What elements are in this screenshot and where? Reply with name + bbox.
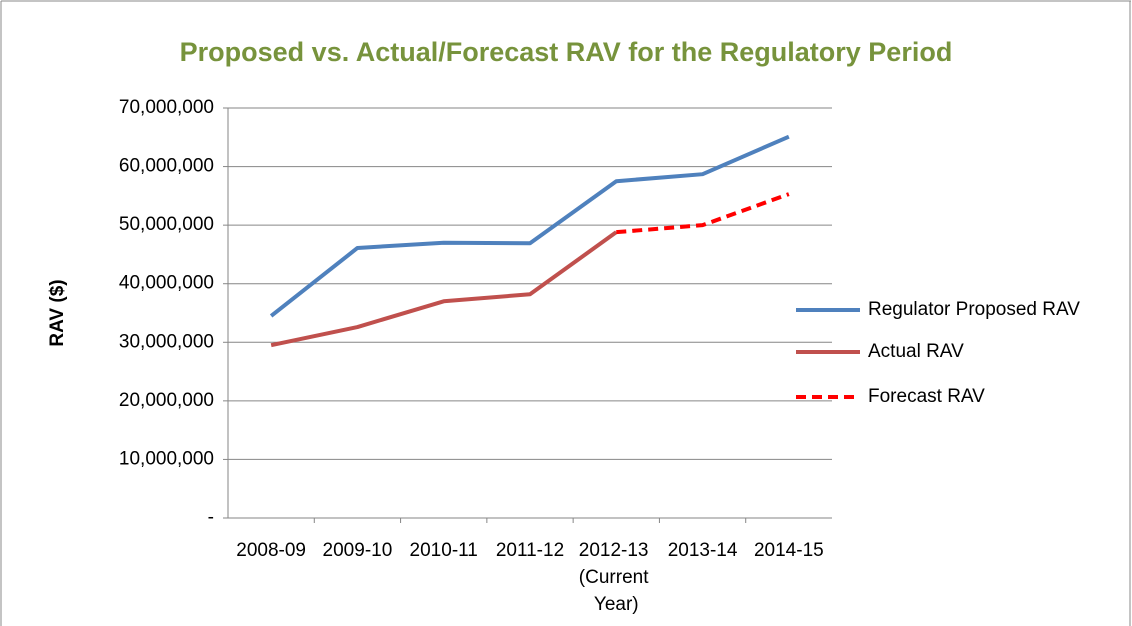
legend-label: Actual RAV — [868, 341, 964, 362]
legend-label: Regulator Proposed RAV — [868, 299, 1080, 320]
y-tick-label: - — [208, 507, 214, 528]
x-tick-label: 2014-15 — [754, 540, 824, 561]
y-tick-label: 10,000,000 — [119, 448, 214, 469]
y-tick-label: 20,000,000 — [119, 390, 214, 411]
y-tick-label: 50,000,000 — [119, 214, 214, 235]
legend-label: Forecast RAV — [868, 386, 985, 407]
series-line — [269, 134, 790, 318]
series-line — [270, 230, 618, 348]
y-tick-label: 70,000,000 — [119, 97, 214, 118]
series-line — [616, 192, 790, 235]
x-tick-label: 2008-09 — [236, 540, 306, 561]
x-tick-label: 2009-10 — [323, 540, 393, 561]
y-tick-label: 40,000,000 — [119, 273, 214, 294]
x-tick-label: 2011-12 — [496, 540, 564, 561]
y-axis-title: RAV ($) — [47, 279, 68, 346]
y-tick-label: 60,000,000 — [119, 156, 214, 177]
x-tick-label: 2010-11 — [410, 540, 478, 561]
chart-title: Proposed vs. Actual/Forecast RAV for the… — [180, 37, 953, 67]
x-tick-label: 2012-13 (Current Year) — [579, 540, 654, 615]
x-tick-label: 2013-14 — [668, 540, 738, 561]
y-tick-label: 30,000,000 — [119, 331, 214, 352]
